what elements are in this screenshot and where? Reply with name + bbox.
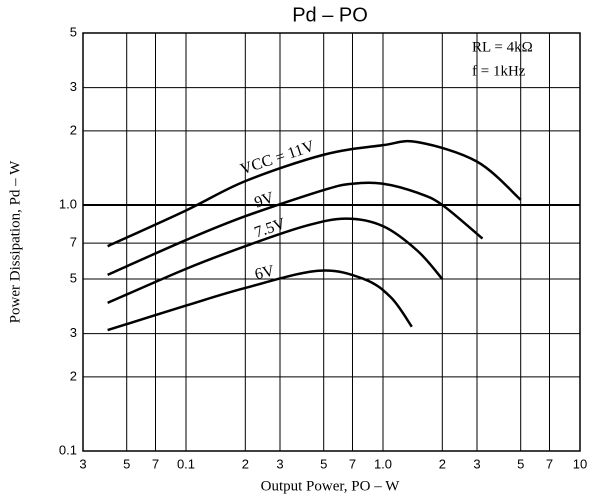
- x-tick-label: 5: [320, 456, 327, 471]
- y-tick-label: 3: [70, 79, 77, 94]
- x-tick-label: 7: [349, 456, 356, 471]
- annotation: f = 1kHz: [472, 63, 526, 79]
- x-tick-label: 0.1: [177, 456, 195, 471]
- x-tick-label: 7: [546, 456, 553, 471]
- series-label: 9V: [252, 189, 276, 211]
- chart-title: Pd – PO: [292, 4, 368, 26]
- y-tick-label: 5: [70, 270, 77, 285]
- y-tick-label: 1.0: [59, 196, 77, 211]
- line: [107, 181, 484, 276]
- x-tick-label: 2: [439, 456, 446, 471]
- x-tick-label: 5: [517, 456, 524, 471]
- x-tick-label: 10: [573, 456, 587, 471]
- y-tick-label: 0.1: [59, 442, 77, 457]
- x-tick-label: 2: [242, 456, 249, 471]
- x-tick-label: 7: [152, 456, 159, 471]
- x-tick-label: 3: [79, 456, 86, 471]
- annotation: RL = 4kΩ: [472, 39, 533, 55]
- x-tick-label: 3: [276, 456, 283, 471]
- x-axis-label: Output Power, PO – W: [261, 478, 401, 494]
- series-label: VCC = 11V: [238, 138, 317, 179]
- x-tick-label: 3: [473, 456, 480, 471]
- x-tick-label: 5: [123, 456, 130, 471]
- y-tick-label: 7: [70, 235, 77, 250]
- y-tick-label: 5: [70, 24, 77, 39]
- y-tick-label: 2: [70, 368, 77, 383]
- y-axis-label: Power Dissipation, Pd – W: [7, 160, 23, 323]
- series-label: 6V: [253, 262, 276, 283]
- y-tick-label: 2: [70, 122, 77, 137]
- line: [107, 139, 522, 248]
- line: [107, 217, 444, 305]
- plot-frame: [82, 32, 581, 452]
- y-tick-label: 3: [70, 325, 77, 340]
- line: [107, 269, 413, 332]
- x-tick-label: 1.0: [374, 456, 392, 471]
